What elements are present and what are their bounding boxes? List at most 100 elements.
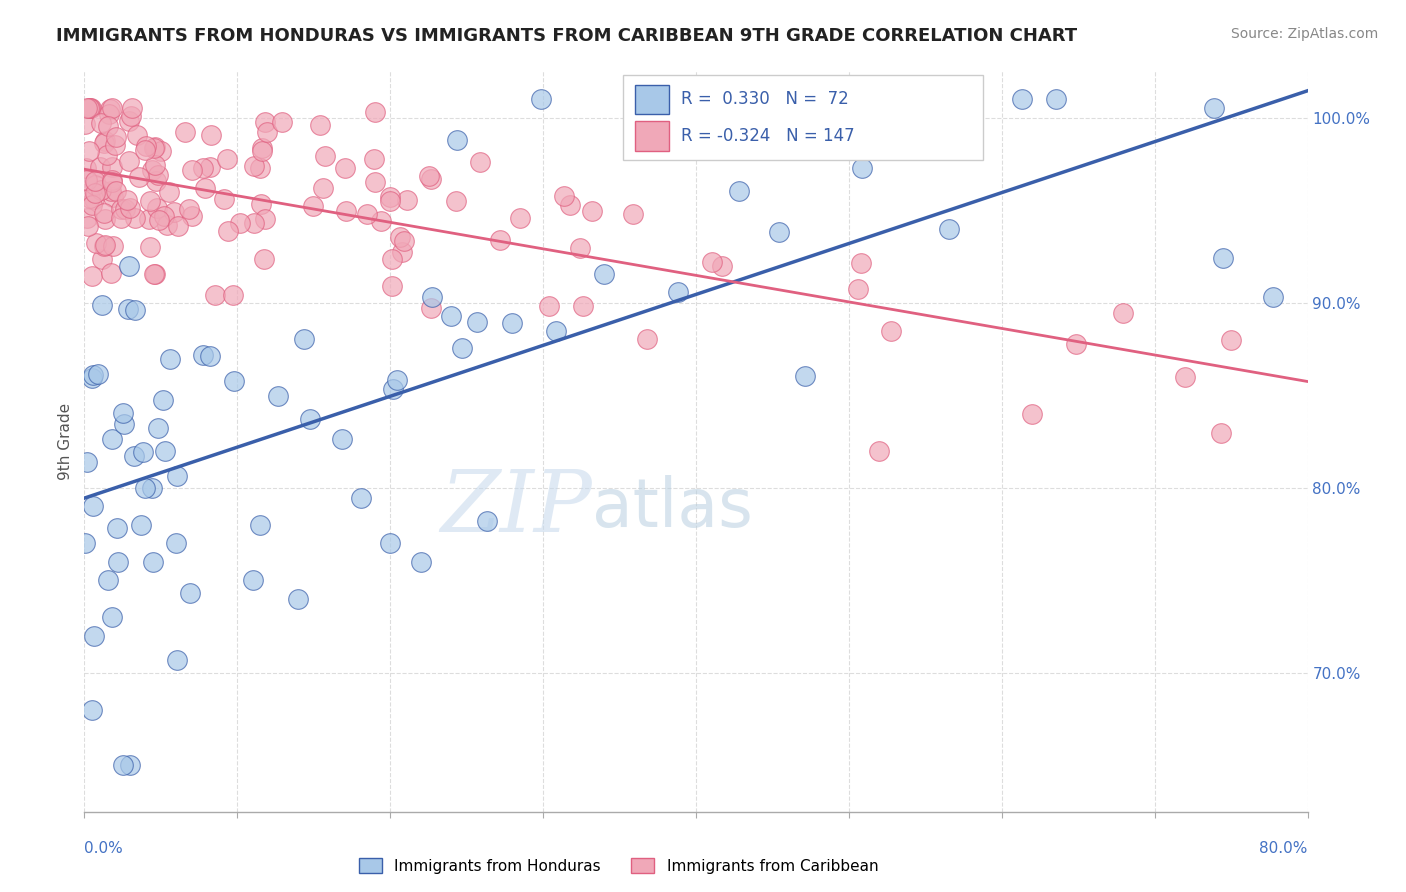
Point — [141, 163, 163, 178]
Point — [166, 469, 188, 483]
Point — [121, 102, 143, 116]
Point — [666, 285, 689, 299]
Point — [409, 555, 432, 569]
Point — [243, 216, 266, 230]
Point — [420, 290, 443, 304]
Point — [418, 169, 440, 184]
Point — [93, 238, 115, 252]
Point — [292, 332, 315, 346]
Point — [101, 190, 124, 204]
Point — [166, 653, 188, 667]
Point — [114, 202, 136, 216]
Point — [111, 406, 134, 420]
Point — [159, 185, 181, 199]
Point — [381, 279, 404, 293]
Point — [728, 184, 751, 198]
Point — [152, 393, 174, 408]
Point — [117, 302, 139, 317]
Text: 0.0%: 0.0% — [84, 841, 124, 856]
Point — [75, 161, 97, 175]
Point — [148, 168, 170, 182]
Point — [200, 128, 222, 142]
Point — [143, 158, 166, 172]
Point — [212, 193, 235, 207]
Point — [148, 212, 170, 227]
Point — [101, 239, 124, 253]
Point — [163, 205, 186, 219]
Point — [94, 211, 117, 226]
Point — [83, 192, 105, 206]
Point — [391, 245, 413, 260]
Point — [509, 211, 531, 226]
Legend: Immigrants from Honduras, Immigrants from Caribbean: Immigrants from Honduras, Immigrants fro… — [353, 852, 884, 880]
Point — [129, 517, 152, 532]
Point — [1220, 333, 1243, 347]
Point — [179, 586, 201, 600]
Point — [488, 233, 510, 247]
Point — [79, 145, 101, 159]
Point — [364, 175, 387, 189]
Point — [392, 234, 415, 248]
Point — [475, 515, 498, 529]
Point — [180, 162, 202, 177]
Point — [143, 267, 166, 281]
Point — [1263, 290, 1285, 304]
Point — [110, 211, 132, 225]
Point — [221, 287, 243, 301]
Point — [581, 204, 603, 219]
Point — [378, 194, 401, 208]
Point — [299, 411, 322, 425]
Point — [148, 421, 170, 435]
Point — [711, 259, 734, 273]
Point — [97, 574, 120, 588]
Point — [76, 173, 98, 187]
Point — [91, 252, 114, 267]
Point — [93, 136, 115, 150]
FancyBboxPatch shape — [636, 121, 669, 151]
Point — [181, 209, 204, 223]
Point — [166, 219, 188, 233]
Point — [312, 181, 335, 195]
Point — [156, 219, 179, 233]
Point — [266, 388, 288, 402]
Point — [79, 102, 101, 116]
Point — [104, 138, 127, 153]
Point — [98, 107, 121, 121]
Point — [118, 201, 141, 215]
Point — [370, 213, 392, 227]
Point — [105, 521, 128, 535]
Point — [380, 536, 402, 550]
Point — [152, 209, 174, 223]
Point — [73, 117, 96, 131]
Point — [1212, 252, 1234, 266]
Point — [592, 268, 614, 282]
Point — [1066, 337, 1088, 351]
Point — [198, 160, 221, 174]
Point — [200, 349, 222, 363]
Point — [165, 536, 187, 550]
Point — [115, 193, 138, 207]
Point — [224, 374, 246, 388]
Point — [100, 267, 122, 281]
Point — [82, 268, 104, 283]
Point — [149, 144, 172, 158]
Point — [100, 184, 122, 198]
Point — [141, 481, 163, 495]
Point — [880, 324, 903, 338]
Point — [530, 92, 553, 106]
Y-axis label: 9th Grade: 9th Grade — [58, 403, 73, 480]
FancyBboxPatch shape — [623, 75, 983, 161]
Point — [252, 252, 274, 267]
Point — [143, 267, 166, 281]
Point — [153, 443, 176, 458]
Point — [146, 201, 169, 215]
Point — [869, 443, 891, 458]
Point — [118, 153, 141, 168]
Point — [77, 102, 100, 116]
Point — [287, 591, 309, 606]
Point — [82, 500, 104, 514]
Point — [142, 555, 165, 569]
Point — [444, 194, 467, 208]
Point — [80, 703, 103, 717]
Point — [271, 115, 294, 129]
